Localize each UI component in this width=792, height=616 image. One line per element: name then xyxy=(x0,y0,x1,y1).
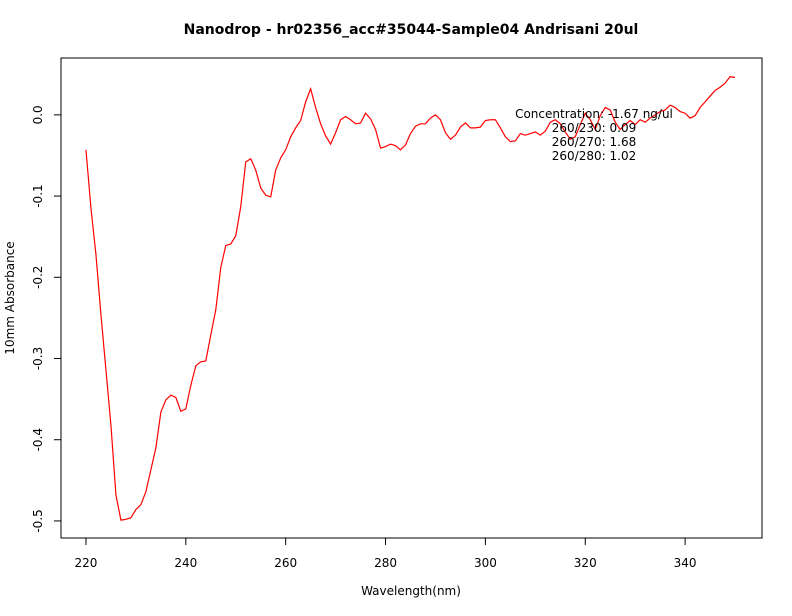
annotation: 260/230: 0.09 xyxy=(552,121,636,135)
y-tick-label: -0.5 xyxy=(31,509,45,532)
y-tick-label: -0.2 xyxy=(31,266,45,289)
chart-title: Nanodrop - hr02356_acc#35044-Sample04 An… xyxy=(184,22,639,38)
y-tick-label: -0.3 xyxy=(31,347,45,370)
x-axis-label: Wavelength(nm) xyxy=(361,584,461,598)
x-tick-label: 300 xyxy=(474,556,497,570)
x-tick-label: 260 xyxy=(274,556,297,570)
annotation: 260/280: 1.02 xyxy=(552,149,636,163)
x-tick-label: 220 xyxy=(75,556,98,570)
x-tick-label: 240 xyxy=(174,556,197,570)
x-tick-label: 320 xyxy=(574,556,597,570)
annotation: Concentration: -1.67 ng/ul xyxy=(515,107,673,121)
y-tick-label: 0.0 xyxy=(31,105,45,124)
y-axis-label: 10mm Absorbance xyxy=(3,241,17,354)
data-line xyxy=(85,76,736,521)
y-tick-label: -0.1 xyxy=(31,184,45,207)
annotation: 260/270: 1.68 xyxy=(552,135,636,149)
x-tick-label: 340 xyxy=(674,556,697,570)
y-tick-label: -0.4 xyxy=(31,428,45,451)
x-tick-label: 280 xyxy=(374,556,397,570)
